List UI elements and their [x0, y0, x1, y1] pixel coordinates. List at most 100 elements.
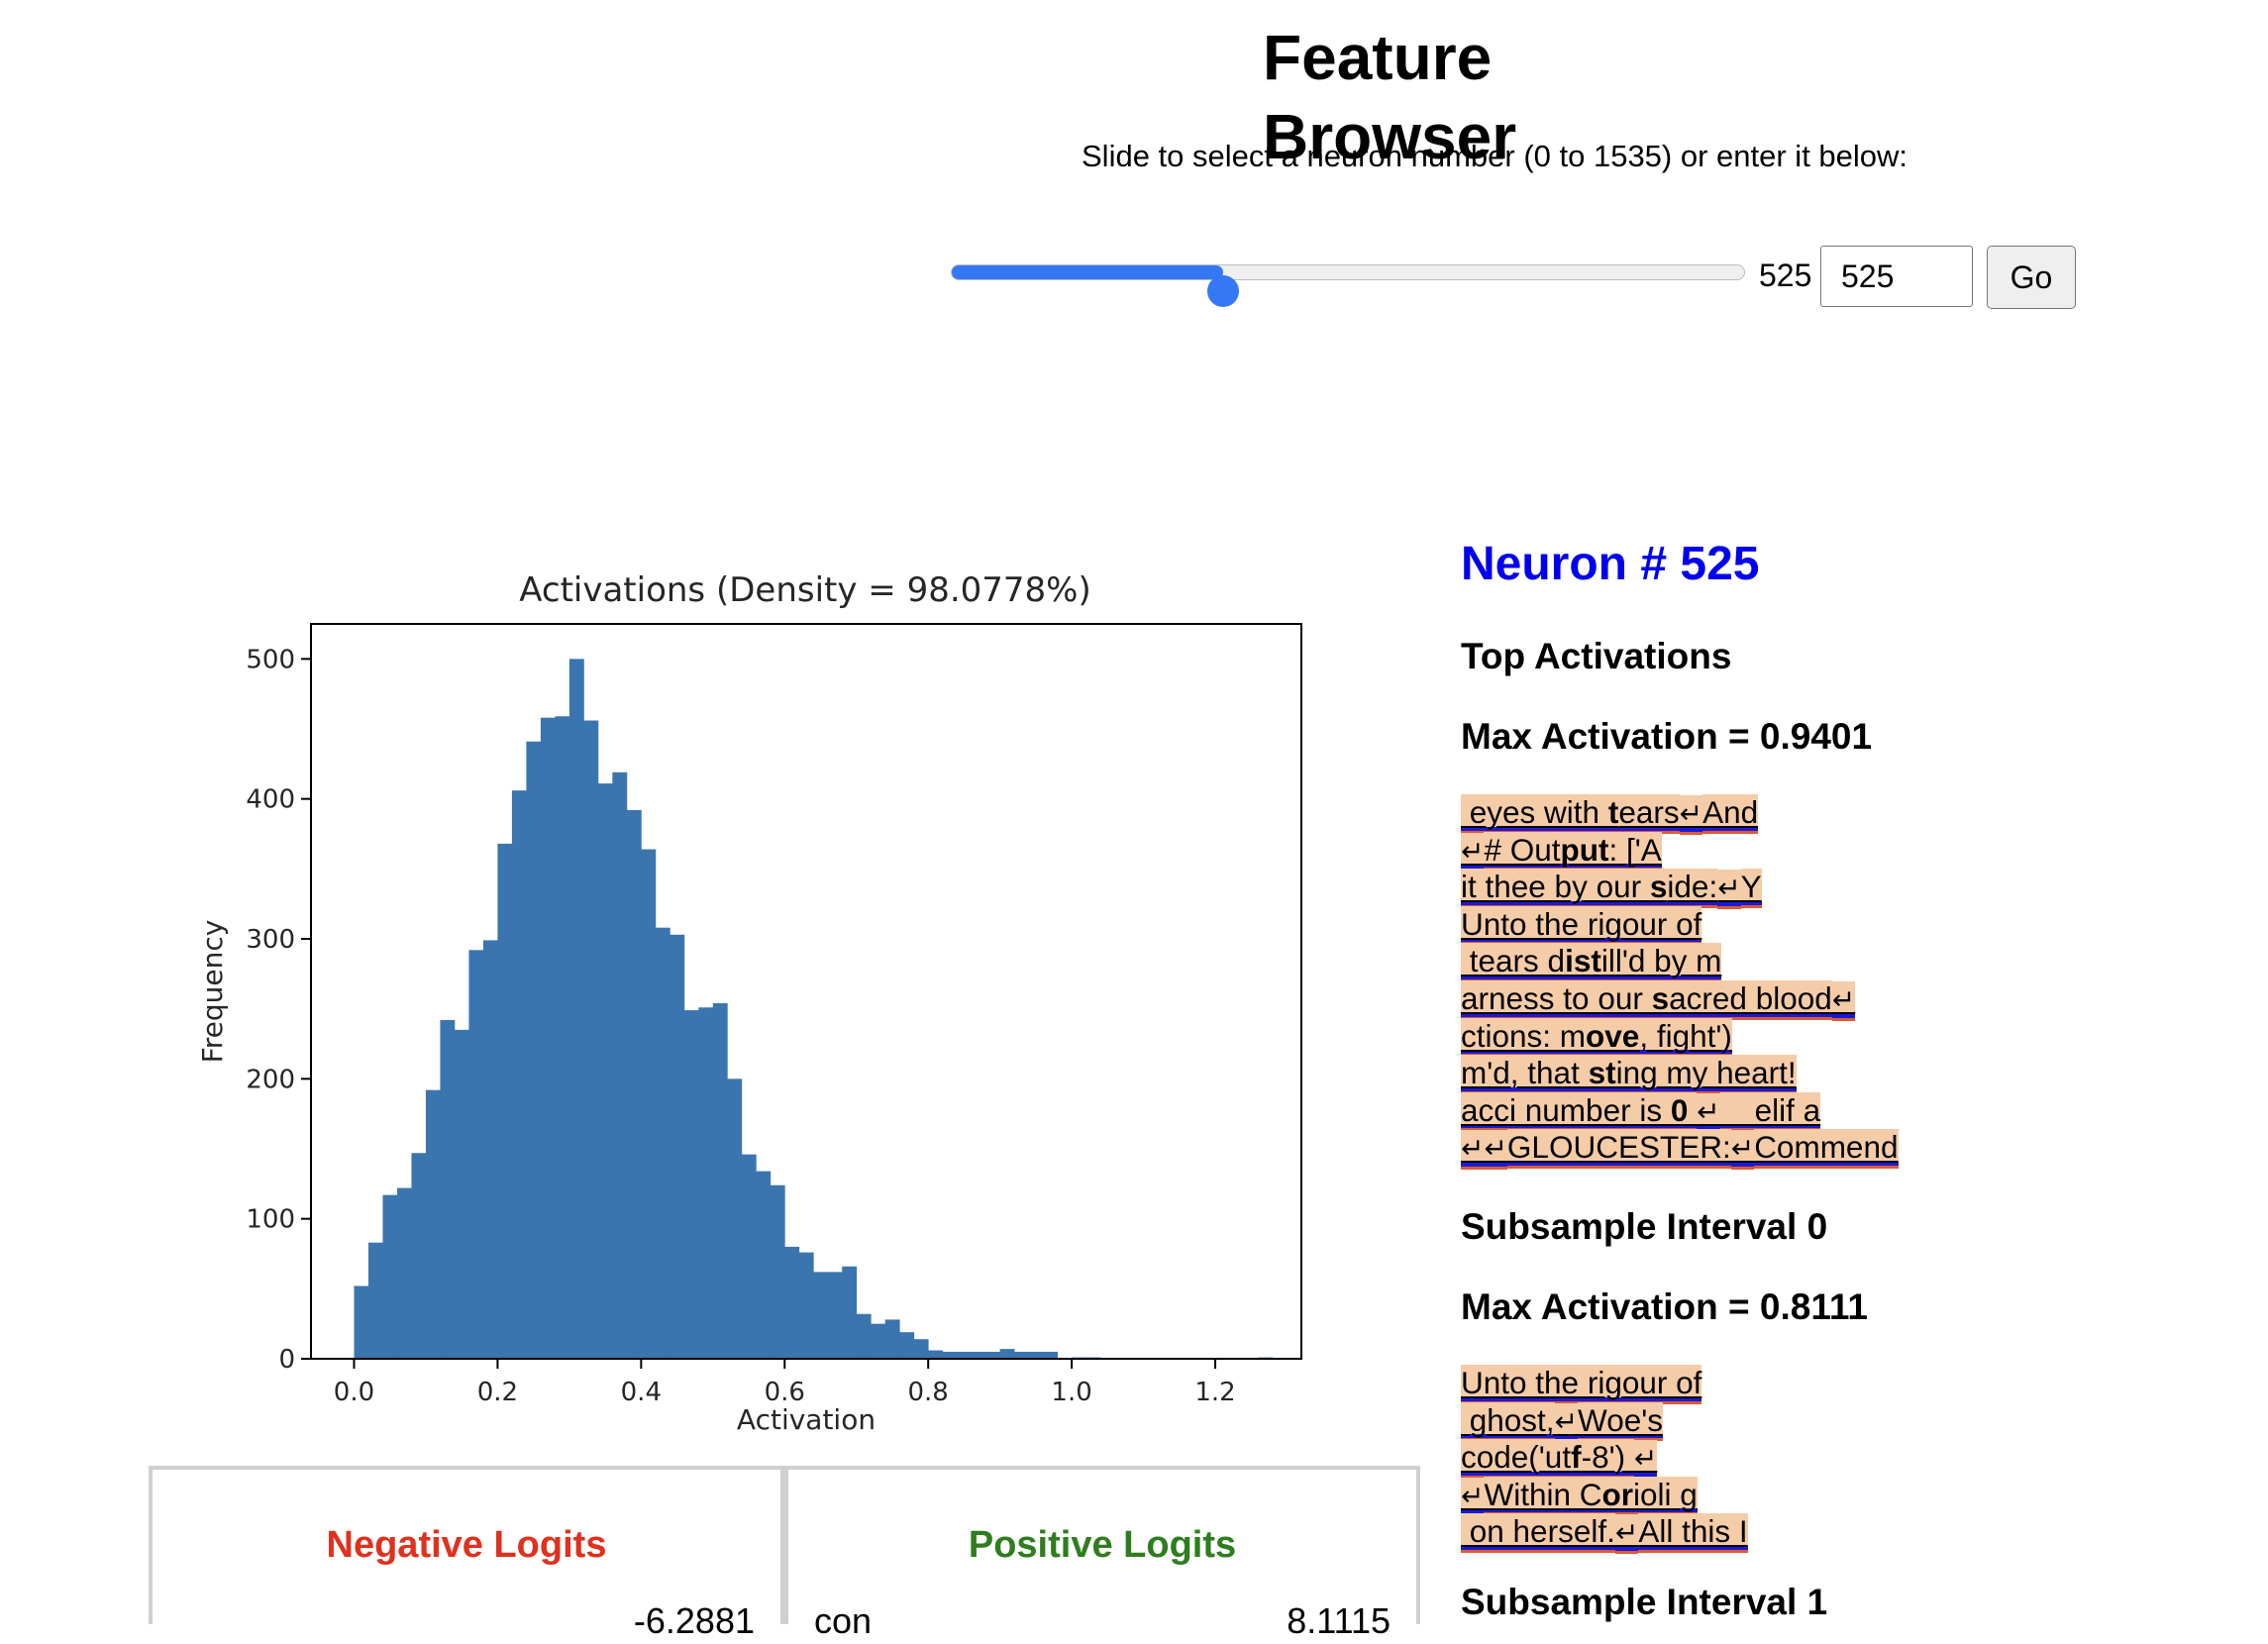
token: or — [1601, 1476, 1633, 1516]
histogram-bar — [555, 716, 570, 1359]
token: Unto the rigour of — [1461, 1365, 1702, 1404]
slider-instructions: Slide to select a neuron number (0 to 15… — [1082, 139, 1908, 173]
token: All this I — [1638, 1513, 1748, 1553]
token: : ['A — [1608, 831, 1662, 872]
slider-value-label: 525 — [1759, 257, 1812, 293]
token: m'd, that — [1461, 1055, 1589, 1094]
histogram-bar — [468, 950, 484, 1359]
histogram-bar — [540, 717, 556, 1359]
histogram-bar — [670, 934, 685, 1359]
max-activation-label: Max Activation = 0.8111 — [1461, 1286, 1868, 1327]
x-tick-label: 0.0 — [334, 1378, 374, 1407]
histogram-bar — [641, 849, 657, 1359]
token: put — [1560, 831, 1609, 872]
token: ing my heart! — [1615, 1055, 1797, 1094]
token: Within C — [1484, 1476, 1602, 1516]
token-line: ctions: move, fight') — [1461, 1017, 1899, 1058]
logit-value: -6.2881 — [633, 1600, 755, 1641]
token: ghost, — [1461, 1401, 1555, 1442]
token: on herself. — [1461, 1513, 1615, 1553]
histogram-bar — [612, 771, 628, 1359]
slider-thumb[interactable] — [1206, 275, 1239, 307]
token: 0 — [1670, 1091, 1689, 1132]
y-tick-label: 300 — [246, 925, 295, 955]
x-tick-label: 0.2 — [477, 1378, 518, 1407]
token: Commend — [1754, 1129, 1899, 1169]
histogram-bar — [856, 1313, 872, 1359]
histogram-bar — [784, 1246, 800, 1359]
histogram-bar — [770, 1184, 785, 1359]
histogram-bar — [712, 1003, 728, 1359]
histogram-bar — [367, 1242, 383, 1359]
x-axis-ticks: 0.0 0.2 0.4 0.6 0.8 1.0 1.2 — [334, 1359, 1236, 1407]
token-line: ghost,↵Woe's — [1461, 1401, 1748, 1443]
neuron-slider[interactable] — [951, 264, 1745, 307]
histogram-bar — [942, 1351, 958, 1359]
newline-token: ↵ — [1461, 1477, 1485, 1517]
token: ill'd by m — [1600, 943, 1722, 982]
token: And — [1702, 794, 1759, 834]
histogram-bar — [440, 1019, 456, 1359]
y-tick-label: 0 — [278, 1345, 295, 1375]
histogram-bar — [827, 1272, 843, 1359]
token-line: eyes with tears↵And — [1461, 794, 1899, 835]
token: ove — [1586, 1017, 1640, 1058]
token-line: ↵↵GLOUCESTER:↵Commend — [1461, 1129, 1899, 1170]
top-activation-examples: eyes with tears↵And ↵# Output: ['A it thee… — [1461, 794, 1899, 1170]
histogram-bar — [842, 1266, 858, 1359]
slider-fill — [952, 265, 1223, 279]
token: s — [1651, 979, 1670, 1020]
newline-token: ↵ — [1717, 870, 1741, 909]
histogram-bar — [597, 783, 613, 1359]
histogram-bar — [454, 1029, 469, 1359]
token: t — [1607, 794, 1619, 834]
x-tick-label: 1.2 — [1194, 1378, 1235, 1407]
x-tick-label: 0.6 — [765, 1378, 805, 1407]
token-line: acci number is 0 ↵ elif a — [1461, 1091, 1899, 1133]
token-line: m'd, that sting my heart! — [1461, 1055, 1899, 1094]
token: elif a — [1719, 1091, 1821, 1132]
newline-token: ↵ — [1679, 795, 1703, 835]
logit-token: con — [814, 1600, 873, 1641]
token-line: tears distill'd by m — [1461, 943, 1899, 982]
token: Woe's — [1578, 1401, 1663, 1442]
neuron-selector: 525 Go — [951, 246, 2080, 311]
newline-token: ↵ — [1554, 1402, 1579, 1443]
histogram-bar — [1043, 1351, 1059, 1359]
token: ctions: m — [1461, 1017, 1587, 1058]
token-line: code('utf-8') ↵ — [1461, 1439, 1748, 1480]
page-title: Feature Browser — [1263, 22, 1517, 172]
token: eyes with — [1461, 794, 1608, 834]
neuron-number-input[interactable] — [1820, 246, 1973, 307]
token-line: ↵Within Corioli g — [1461, 1476, 1748, 1517]
histogram-bar — [497, 843, 513, 1359]
histogram-bar — [425, 1089, 441, 1359]
token: ide: — [1667, 869, 1718, 908]
y-tick-label: 200 — [246, 1065, 295, 1094]
negative-logits-title: Negative Logits — [326, 1524, 607, 1566]
token: -8') — [1581, 1439, 1634, 1479]
histogram-bar — [698, 1007, 714, 1359]
token: ioli g — [1633, 1476, 1698, 1516]
token: acci number is — [1461, 1091, 1671, 1132]
histogram-bar — [568, 659, 584, 1359]
histogram-bar — [727, 1079, 743, 1359]
histogram-bar — [396, 1187, 412, 1359]
token-line: on herself.↵All this I — [1461, 1513, 1748, 1554]
histogram-bar — [482, 940, 498, 1359]
token: tears d — [1461, 943, 1566, 982]
y-tick-label: 100 — [246, 1205, 295, 1235]
token: GLOUCESTER: — [1506, 1129, 1731, 1169]
plot-frame — [310, 623, 1302, 1360]
token: Unto the rigour of — [1461, 905, 1702, 946]
histogram-bar — [798, 1252, 814, 1359]
neuron-heading: Neuron # 525 — [1461, 538, 1760, 590]
histogram-bar — [985, 1351, 1001, 1359]
subsample-interval-heading: Subsample Interval 1 — [1461, 1582, 1828, 1622]
logit-value: 8.1115 — [1287, 1600, 1391, 1641]
histogram-bar — [999, 1349, 1015, 1359]
newline-token: ↵↵ — [1461, 1130, 1507, 1170]
histogram-bar — [899, 1332, 915, 1359]
go-button[interactable]: Go — [1987, 246, 2076, 309]
newline-token: ↵ — [1633, 1440, 1658, 1480]
